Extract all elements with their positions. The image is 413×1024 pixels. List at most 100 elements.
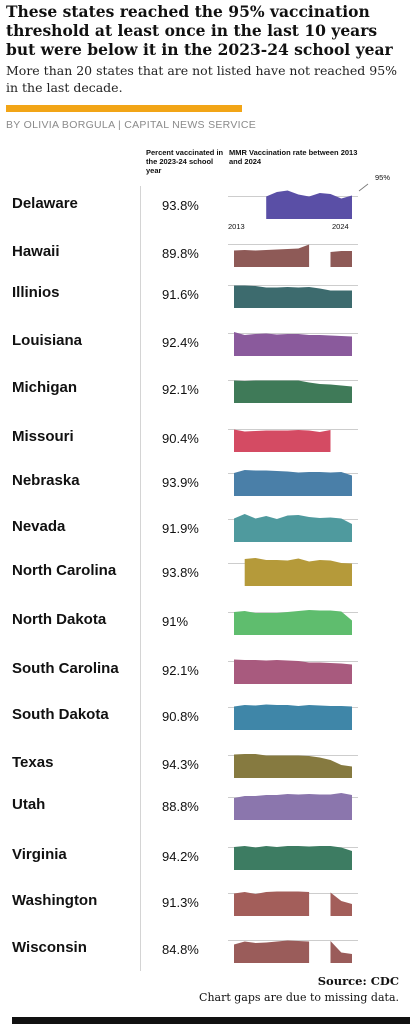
sparkline-chart <box>228 846 358 870</box>
sparkline-chart <box>228 429 358 452</box>
sparkline-chart <box>228 514 358 542</box>
state-name: Nevada <box>12 518 66 535</box>
series-area <box>330 941 352 963</box>
state-row: North Carolina 93.8% <box>0 552 413 596</box>
sparkline-chart <box>228 380 358 403</box>
state-row: South Dakota 90.8% <box>0 696 413 740</box>
state-name: Virginia <box>12 846 67 863</box>
series-area <box>234 754 352 778</box>
state-row: Utah 88.8% <box>0 786 413 830</box>
series-area <box>234 470 352 496</box>
sparkline-chart <box>228 610 358 635</box>
sparkline-chart <box>228 558 358 586</box>
sparkline-chart: 2013 2024 <box>228 183 369 231</box>
sparkline-chart <box>228 940 358 963</box>
state-percent: 93.8% <box>162 565 199 580</box>
state-percent: 91.3% <box>162 895 199 910</box>
state-name: Texas <box>12 754 54 771</box>
threshold-pointer <box>358 183 369 192</box>
state-percent: 93.8% <box>162 198 199 213</box>
state-name: Missouri <box>12 428 74 445</box>
series-area <box>330 892 352 916</box>
sparkline-chart <box>228 659 358 684</box>
state-percent: 93.9% <box>162 475 199 490</box>
series-area <box>330 251 352 267</box>
state-row: Hawaii 89.8% <box>0 233 413 277</box>
series-area <box>234 610 352 635</box>
sparkline-chart <box>228 704 358 730</box>
state-row: South Carolina 92.1% <box>0 650 413 694</box>
state-percent: 91.6% <box>162 287 199 302</box>
threshold-label: 95% <box>375 173 391 182</box>
state-percent: 90.8% <box>162 709 199 724</box>
state-row: Illinios 91.6% <box>0 274 413 318</box>
source-note: Source: CDC <box>317 974 399 988</box>
state-percent: 92.1% <box>162 382 199 397</box>
sparkline-chart <box>228 891 358 916</box>
sparkline-chart <box>228 332 358 356</box>
state-row: Nebraska 93.9% <box>0 462 413 506</box>
page-subtitle: More than 20 states that are not listed … <box>6 63 398 95</box>
state-row: Louisiana 92.4% <box>0 322 413 366</box>
state-name: South Dakota <box>12 706 109 723</box>
rate-column-header: MMR Vaccination rate between 2013 and 20… <box>229 148 358 166</box>
series-area <box>234 846 352 870</box>
axis-end-label: 2024 <box>332 222 349 231</box>
series-area <box>234 659 352 684</box>
state-name: Washington <box>12 892 98 909</box>
series-area <box>234 244 310 267</box>
bottom-rule <box>12 1017 410 1024</box>
sparkline-chart <box>228 244 358 267</box>
state-percent: 90.4% <box>162 431 199 446</box>
axis-start-label: 2013 <box>228 222 245 231</box>
gap-note: Chart gaps are due to missing data. <box>199 991 399 1004</box>
sparkline-chart <box>228 793 358 820</box>
series-area <box>234 429 331 452</box>
series-area <box>234 891 310 916</box>
state-row: North Dakota 91% <box>0 601 413 645</box>
state-row: Michigan 92.1% <box>0 369 413 413</box>
state-row: Nevada 91.9% <box>0 508 413 552</box>
accent-bar <box>6 105 242 112</box>
column-divider <box>140 186 141 971</box>
state-percent: 91% <box>162 614 189 629</box>
state-row: Missouri 90.4% <box>0 418 413 462</box>
state-name: Louisiana <box>12 332 83 349</box>
state-percent: 94.2% <box>162 849 199 864</box>
state-percent: 89.8% <box>162 246 199 261</box>
series-area <box>234 380 352 403</box>
state-name: Wisconsin <box>12 939 87 956</box>
state-name: Delaware <box>12 195 78 212</box>
pct-column-header: Percent vaccinated in the 2023-24 school… <box>146 148 224 175</box>
state-name: Illinios <box>12 284 60 301</box>
byline: BY OLIVIA BORGULA | CAPITAL NEWS SERVICE <box>6 119 257 131</box>
sparkline-chart <box>228 754 358 778</box>
state-percent: 92.1% <box>162 663 199 678</box>
state-name: North Carolina <box>12 562 117 579</box>
page-title: These states reached the 95% vaccination… <box>6 2 393 59</box>
sparkline-chart <box>228 470 358 496</box>
state-name: South Carolina <box>12 660 119 677</box>
state-name: Michigan <box>12 379 78 396</box>
state-name: Nebraska <box>12 472 80 489</box>
state-name: North Dakota <box>12 611 107 628</box>
state-percent: 91.9% <box>162 521 199 536</box>
series-area <box>234 514 352 542</box>
state-row: Delaware 93.8% 2013 2024 <box>0 183 413 231</box>
series-area <box>234 332 352 356</box>
state-row: Texas 94.3% <box>0 744 413 788</box>
state-name: Utah <box>12 796 46 813</box>
series-area <box>234 285 352 308</box>
series-area <box>244 558 352 586</box>
state-percent: 88.8% <box>162 799 199 814</box>
state-row: Washington 91.3% <box>0 882 413 926</box>
state-percent: 84.8% <box>162 942 199 957</box>
sparkline-chart <box>228 285 358 308</box>
series-area <box>266 190 352 219</box>
state-name: Hawaii <box>12 243 60 260</box>
state-percent: 92.4% <box>162 335 199 350</box>
series-area <box>234 704 352 730</box>
series-area <box>234 793 352 820</box>
state-row: Wisconsin 84.8% <box>0 929 413 973</box>
series-area <box>234 940 310 963</box>
